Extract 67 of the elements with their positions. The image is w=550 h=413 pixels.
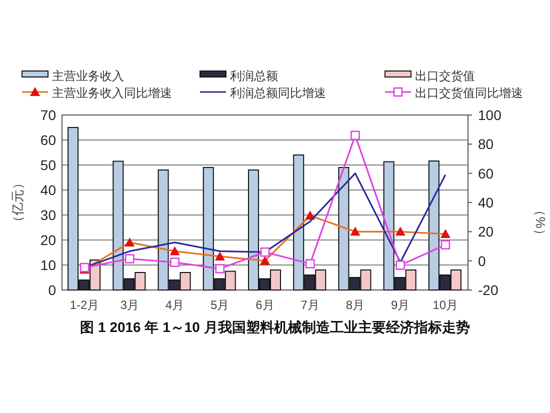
bar [134, 272, 146, 290]
y-tick-label: 40 [40, 182, 56, 198]
x-tick-label: 7月 [300, 298, 320, 312]
point [125, 254, 134, 264]
y-axis-title: （亿元） [10, 176, 25, 228]
bar [270, 270, 281, 290]
bar [315, 270, 326, 290]
bar [124, 278, 135, 290]
point [305, 259, 315, 268]
y-tick-label: 50 [40, 157, 56, 173]
legend-label: 利润总额同比增速 [230, 86, 326, 100]
legend-label: 主营业务收入 [52, 69, 124, 83]
x-tick-label: 4月 [165, 298, 184, 312]
bar [383, 161, 394, 290]
y2-tick-label: -20 [478, 282, 498, 298]
bar [338, 167, 350, 290]
y-tick-label: 0 [48, 282, 56, 298]
bar [158, 170, 169, 290]
point [396, 260, 405, 270]
point [260, 247, 270, 257]
text: 图 1 2016 年 1～10 月我国塑料机械制造工业主要经济指标走势 [80, 319, 470, 335]
y2-tick-label: 40 [478, 194, 494, 210]
bar [180, 272, 191, 290]
point [440, 240, 450, 250]
legend-label: 利润总额 [230, 69, 278, 83]
x-tick-label: 3月 [120, 298, 140, 312]
bar [450, 270, 462, 290]
bar [168, 280, 180, 290]
x-tick-label: 10月 [432, 298, 458, 312]
bar [202, 167, 214, 290]
y2-tick-label: 80 [478, 136, 494, 152]
y-tick-label: 30 [40, 207, 56, 223]
legend-label: 主营业务收入同比增速 [52, 86, 172, 100]
bar [112, 160, 124, 290]
point [170, 258, 180, 267]
bar [78, 280, 90, 290]
bar [439, 274, 450, 290]
bar [405, 270, 416, 290]
y2-tick-label: 100 [478, 107, 502, 123]
y-tick-label: 20 [40, 232, 56, 248]
point [215, 264, 225, 274]
x-tick-label: 6月 [256, 298, 274, 312]
y-tick-label: 70 [40, 107, 56, 123]
y2-axis-title: （%） [533, 204, 548, 242]
x-tick-label: 8月 [346, 298, 365, 312]
bar [259, 278, 270, 290]
x-tick-label: 9月 [390, 298, 410, 312]
point [350, 130, 360, 140]
y-tick-label: 60 [40, 132, 56, 148]
y2-tick-label: 60 [478, 165, 494, 182]
bar [248, 170, 259, 290]
y2-tick-label: 20 [478, 224, 494, 240]
x-tick-label: 1-2月 [70, 298, 100, 312]
bar [304, 274, 316, 290]
bar [428, 160, 440, 290]
bar [293, 154, 304, 290]
y-tick-label: 10 [40, 257, 56, 273]
legend-label: 出口交货值 [415, 69, 475, 83]
legend-label: 出口交货值同比增速 [415, 86, 523, 100]
bar [394, 277, 406, 290]
bar [68, 127, 79, 290]
x-tick-label: 5月 [210, 298, 230, 312]
y2-tick-label: 0 [478, 252, 486, 269]
bar [360, 270, 372, 290]
bar [349, 277, 360, 290]
bar [214, 278, 225, 290]
bar [224, 270, 236, 290]
